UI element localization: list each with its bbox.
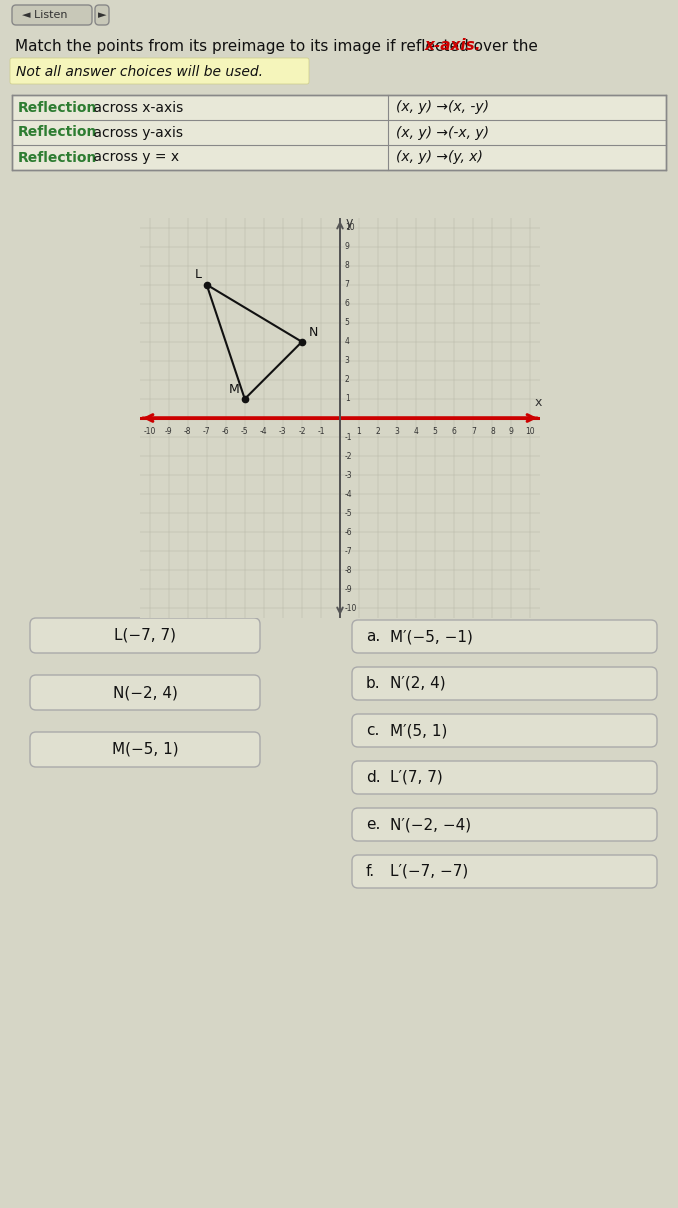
Text: -10: -10	[143, 426, 156, 436]
Text: 10: 10	[525, 426, 536, 436]
Text: Reflection: Reflection	[18, 126, 98, 139]
Text: c.: c.	[366, 724, 380, 738]
Text: L′(7, 7): L′(7, 7)	[390, 769, 443, 785]
Text: ◄ Listen: ◄ Listen	[22, 10, 68, 21]
Text: -2: -2	[298, 426, 306, 436]
Text: 2: 2	[344, 376, 350, 384]
Text: L′(−7, −7): L′(−7, −7)	[390, 864, 468, 879]
Text: -4: -4	[260, 426, 268, 436]
Text: y: y	[346, 216, 353, 230]
Text: -8: -8	[344, 565, 353, 575]
Text: 10: 10	[344, 223, 355, 232]
Text: Match the points from its preimage to its image if reflected over the: Match the points from its preimage to it…	[15, 39, 543, 53]
Text: 9: 9	[344, 242, 350, 251]
Text: M: M	[228, 383, 239, 396]
Text: -6: -6	[344, 528, 353, 536]
Text: d.: d.	[366, 769, 380, 785]
Text: 3: 3	[395, 426, 399, 436]
Text: N: N	[308, 326, 318, 339]
Text: -6: -6	[222, 426, 230, 436]
Text: L: L	[195, 268, 202, 281]
Text: (x, y) →(y, x): (x, y) →(y, x)	[396, 151, 483, 164]
Text: -5: -5	[241, 426, 249, 436]
Text: e.: e.	[366, 817, 380, 832]
Text: M′(5, 1): M′(5, 1)	[390, 724, 447, 738]
Text: 2: 2	[376, 426, 380, 436]
Text: f.: f.	[366, 864, 375, 879]
Text: N′(2, 4): N′(2, 4)	[390, 676, 445, 691]
Text: -2: -2	[344, 452, 353, 460]
Text: across y = x: across y = x	[89, 151, 179, 164]
Text: across x-axis: across x-axis	[89, 100, 183, 115]
Text: -7: -7	[344, 547, 353, 556]
FancyBboxPatch shape	[10, 58, 309, 85]
Text: 7: 7	[471, 426, 476, 436]
FancyBboxPatch shape	[12, 5, 92, 25]
Text: 1: 1	[344, 395, 350, 403]
FancyBboxPatch shape	[30, 675, 260, 710]
Text: 6: 6	[344, 300, 350, 308]
Text: Not all answer choices will be used.: Not all answer choices will be used.	[16, 65, 263, 79]
FancyBboxPatch shape	[352, 855, 657, 888]
Text: a.: a.	[366, 629, 380, 644]
Text: N(−2, 4): N(−2, 4)	[113, 685, 178, 699]
Text: M′(−5, −1): M′(−5, −1)	[390, 629, 473, 644]
FancyBboxPatch shape	[12, 95, 666, 170]
FancyBboxPatch shape	[352, 761, 657, 794]
Text: 4: 4	[344, 337, 350, 347]
Text: -8: -8	[184, 426, 191, 436]
Text: 8: 8	[344, 261, 350, 271]
Text: 5: 5	[344, 318, 350, 327]
FancyBboxPatch shape	[352, 667, 657, 699]
FancyBboxPatch shape	[352, 714, 657, 747]
Text: 5: 5	[433, 426, 438, 436]
Text: 9: 9	[509, 426, 514, 436]
Text: (x, y) →(x, -y): (x, y) →(x, -y)	[396, 100, 489, 115]
Text: -9: -9	[165, 426, 172, 436]
Text: x: x	[534, 396, 542, 410]
Text: ►: ►	[98, 10, 106, 21]
FancyBboxPatch shape	[95, 5, 109, 25]
Text: -5: -5	[344, 509, 353, 518]
FancyBboxPatch shape	[352, 808, 657, 841]
Text: -3: -3	[279, 426, 287, 436]
Text: 6: 6	[452, 426, 457, 436]
Text: 7: 7	[344, 280, 350, 289]
Text: L(−7, 7): L(−7, 7)	[114, 628, 176, 643]
FancyBboxPatch shape	[30, 618, 260, 654]
Text: -4: -4	[344, 489, 353, 499]
FancyBboxPatch shape	[352, 620, 657, 654]
Text: 3: 3	[344, 356, 350, 365]
Text: x-axis.: x-axis.	[424, 39, 481, 53]
Text: -1: -1	[317, 426, 325, 436]
Text: -7: -7	[203, 426, 210, 436]
Text: 4: 4	[414, 426, 418, 436]
Text: b.: b.	[366, 676, 380, 691]
Text: N′(−2, −4): N′(−2, −4)	[390, 817, 471, 832]
Text: Reflection: Reflection	[18, 151, 98, 164]
Text: 1: 1	[357, 426, 361, 436]
Text: (x, y) →(-x, y): (x, y) →(-x, y)	[396, 126, 489, 139]
Text: -9: -9	[344, 585, 353, 594]
Text: -3: -3	[344, 471, 353, 480]
Text: 8: 8	[490, 426, 495, 436]
Text: -1: -1	[344, 432, 353, 442]
Text: -10: -10	[344, 604, 357, 612]
Text: M(−5, 1): M(−5, 1)	[112, 742, 178, 757]
Text: Reflection: Reflection	[18, 100, 98, 115]
FancyBboxPatch shape	[30, 732, 260, 767]
Text: across y-axis: across y-axis	[89, 126, 183, 139]
